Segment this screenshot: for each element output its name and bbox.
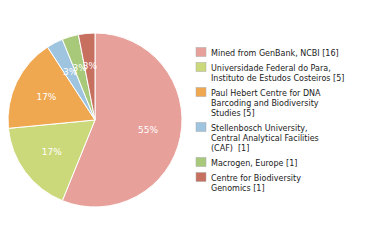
legend-swatch: [196, 88, 206, 97]
legend: Mined from GenBank, NCBI [16] Universidad…: [196, 48, 344, 193]
legend-label: Macrogen, Europe [1]: [211, 159, 297, 168]
legend-label: Mined from GenBank, NCBI [16]: [211, 49, 339, 58]
legend-label-line: Central Analytical Facilities: [211, 134, 319, 143]
data-label: 17%: [42, 147, 62, 157]
legend-label-line: Macrogen, Europe [1]: [211, 159, 297, 168]
legend-item: Macrogen, Europe [1]: [196, 158, 297, 168]
legend-label-line: Instituto de Estudos Costeiros [5]: [211, 74, 344, 83]
legend-swatch: [196, 63, 206, 72]
legend-label-line: (CAF) [1]: [211, 144, 249, 153]
legend-swatch: [196, 158, 206, 167]
data-labels: 55%17%17%3%3%3%: [36, 61, 158, 157]
data-label: 17%: [36, 92, 56, 102]
legend-label-line: Centre for Biodiversity: [211, 174, 301, 183]
chart: 55%17%17%3%3%3%Mined from GenBank, NCBI …: [0, 0, 380, 240]
legend-label-line: Barcoding and Biodiversity: [211, 99, 319, 108]
legend-swatch: [196, 173, 206, 182]
legend-swatch: [196, 48, 206, 57]
legend-label-line: Stellenbosch University,: [211, 124, 308, 133]
legend-item: Mined from GenBank, NCBI [16]: [196, 48, 339, 58]
legend-item: Universidade Federal do Para,Instituto d…: [196, 63, 344, 83]
legend-label-line: Paul Hebert Centre for DNA: [211, 89, 321, 98]
legend-label: Universidade Federal do Para,Instituto d…: [211, 64, 344, 83]
legend-item: Centre for BiodiversityGenomics [1]: [196, 173, 301, 193]
legend-swatch: [196, 123, 206, 132]
pie-slice: [8, 120, 95, 201]
pie-slice: [78, 33, 95, 120]
data-label: 3%: [83, 61, 98, 71]
legend-item: Stellenbosch University,Central Analytic…: [196, 123, 319, 153]
legend-label: Stellenbosch University,Central Analytic…: [211, 124, 319, 153]
legend-label-line: Universidade Federal do Para,: [211, 64, 331, 73]
legend-label-line: Mined from GenBank, NCBI [16]: [211, 49, 339, 58]
data-label: 55%: [138, 125, 158, 135]
legend-item: Paul Hebert Centre for DNABarcoding and …: [196, 88, 321, 118]
legend-label-line: Studies [5]: [211, 109, 255, 118]
legend-label: Paul Hebert Centre for DNABarcoding and …: [211, 89, 321, 118]
legend-label: Centre for BiodiversityGenomics [1]: [211, 174, 301, 193]
legend-label-line: Genomics [1]: [211, 184, 265, 193]
pie: [8, 33, 182, 207]
